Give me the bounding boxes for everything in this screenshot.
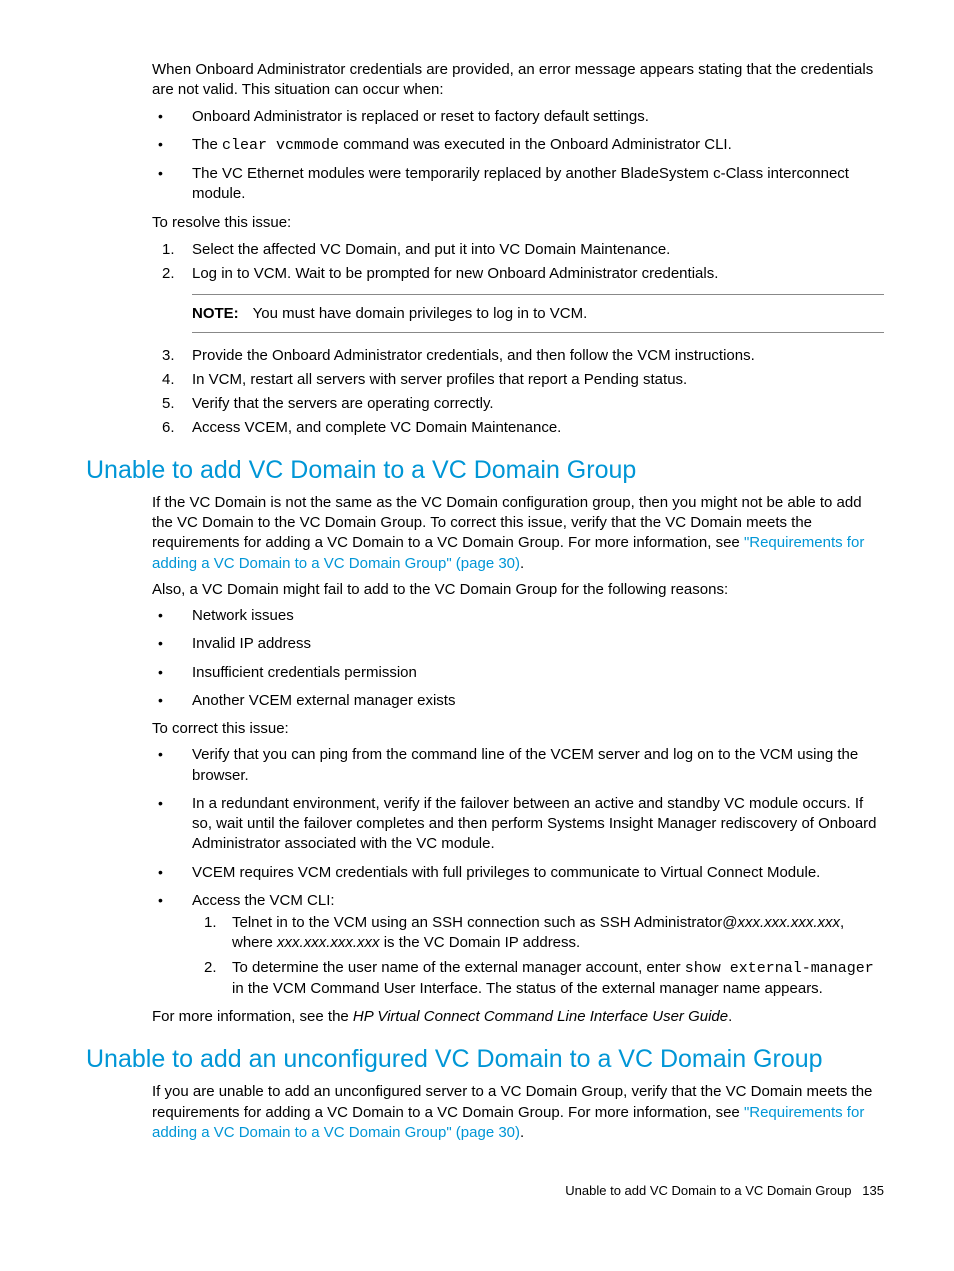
- page-number: 135: [862, 1183, 884, 1198]
- text: in the VCM Command User Interface. The s…: [232, 980, 823, 997]
- footer-title: Unable to add VC Domain to a VC Domain G…: [565, 1183, 851, 1198]
- list-item: Onboard Administrator is replaced or res…: [192, 107, 884, 127]
- code-text: clear vcmmode: [222, 137, 339, 154]
- list-item: Access VCEM, and complete VC Domain Main…: [192, 417, 884, 438]
- text: .: [520, 1124, 524, 1141]
- text: is the VC Domain IP address.: [380, 934, 581, 951]
- intro-paragraph: When Onboard Administrator credentials a…: [86, 60, 884, 101]
- text: Access the VCM CLI:: [192, 892, 335, 909]
- section-heading-add-vc-domain: Unable to add VC Domain to a VC Domain G…: [86, 456, 884, 485]
- note-text: You must have domain privileges to log i…: [253, 305, 588, 322]
- reasons-list: Network issues Invalid IP address Insuff…: [86, 606, 884, 711]
- section2-p1: If you are unable to add an unconfigured…: [86, 1082, 884, 1143]
- note-box: NOTE: You must have domain privileges to …: [192, 294, 884, 333]
- list-item: Network issues: [192, 606, 884, 626]
- cli-steps-list: Telnet in to the VCM using an SSH connec…: [192, 913, 884, 999]
- text: Log in to VCM. Wait to be prompted for n…: [192, 265, 718, 282]
- section1-p2: Also, a VC Domain might fail to add to t…: [86, 580, 884, 600]
- list-item: The VC Ethernet modules were temporarily…: [192, 164, 884, 205]
- list-item: In VCM, restart all servers with server …: [192, 369, 884, 390]
- list-item: Another VCEM external manager exists: [192, 691, 884, 711]
- list-item: Invalid IP address: [192, 634, 884, 654]
- correct-label: To correct this issue:: [86, 719, 884, 739]
- more-info: For more information, see the HP Virtual…: [86, 1007, 884, 1027]
- list-item: Access the VCM CLI: Telnet in to the VCM…: [192, 891, 884, 999]
- italic-title: HP Virtual Connect Command Line Interfac…: [353, 1008, 728, 1025]
- list-item: Provide the Onboard Administrator creden…: [192, 345, 884, 366]
- text: .: [728, 1008, 732, 1025]
- page-footer: Unable to add VC Domain to a VC Domain G…: [86, 1183, 884, 1198]
- resolve-label: To resolve this issue:: [86, 213, 884, 233]
- italic-text: xxx.xxx.xxx.xxx: [277, 934, 380, 951]
- list-item: Select the affected VC Domain, and put i…: [192, 239, 884, 260]
- corrections-list: Verify that you can ping from the comman…: [86, 745, 884, 999]
- text: The: [192, 136, 222, 153]
- document-page: When Onboard Administrator credentials a…: [0, 0, 954, 1238]
- text: To determine the user name of the extern…: [232, 959, 685, 976]
- resolve-steps-list: Select the affected VC Domain, and put i…: [86, 239, 884, 438]
- section1-p1: If the VC Domain is not the same as the …: [86, 493, 884, 574]
- list-item: Insufficient credentials permission: [192, 663, 884, 683]
- text: Telnet in to the VCM using an SSH connec…: [232, 914, 737, 931]
- text: .: [520, 555, 524, 572]
- list-item: VCEM requires VCM credentials with full …: [192, 863, 884, 883]
- list-item: The clear vcmmode command was executed i…: [192, 135, 884, 156]
- code-text: show external-manager: [685, 960, 874, 977]
- list-item: Verify that you can ping from the comman…: [192, 745, 884, 786]
- list-item: Verify that the servers are operating co…: [192, 393, 884, 414]
- italic-text: xxx.xxx.xxx.xxx: [737, 914, 840, 931]
- list-item: In a redundant environment, verify if th…: [192, 794, 884, 855]
- note-label: NOTE:: [192, 305, 239, 322]
- text: For more information, see the: [152, 1008, 353, 1025]
- text: command was executed in the Onboard Admi…: [339, 136, 732, 153]
- list-item: Log in to VCM. Wait to be prompted for n…: [192, 263, 884, 333]
- section-heading-unconfigured: Unable to add an unconfigured VC Domain …: [86, 1045, 884, 1074]
- list-item: Telnet in to the VCM using an SSH connec…: [232, 913, 884, 954]
- list-item: To determine the user name of the extern…: [232, 958, 884, 1000]
- intro-bullet-list: Onboard Administrator is replaced or res…: [86, 107, 884, 205]
